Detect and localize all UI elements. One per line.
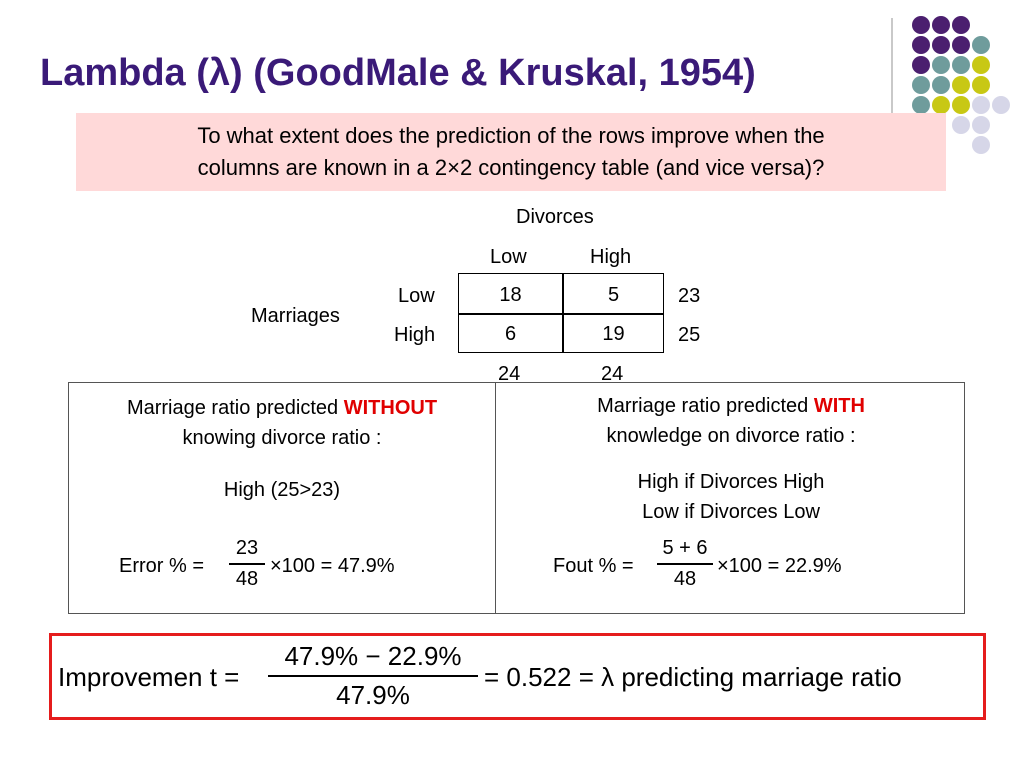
question-box: To what extent does the prediction of th… <box>76 113 946 191</box>
right-fraction: 5 + 6 48 <box>657 537 713 591</box>
right-panel-heading: Marriage ratio predicted WITH knowledge … <box>496 391 966 451</box>
comparison-panel: Marriage ratio predicted WITHOUT knowing… <box>68 382 965 614</box>
column-variable-label: Divorces <box>516 206 594 228</box>
decorative-divider <box>891 18 893 118</box>
dot-purple <box>952 36 970 54</box>
left-formula-label: Error % = <box>119 555 205 577</box>
column-total: 24 <box>601 363 624 385</box>
dot-lavender <box>972 96 990 114</box>
improvement-numerator: 47.9% − 22.9% <box>284 641 462 671</box>
right-prediction: High if Divorces High Low if Divorces Lo… <box>496 467 966 527</box>
dot-yellow <box>972 56 990 74</box>
table-cell: 5 <box>607 284 620 306</box>
improvement-box: Improvemen t = 47.9% − 22.9% 47.9% = 0.5… <box>49 633 986 720</box>
dot-teal <box>952 56 970 74</box>
dot-teal <box>932 76 950 94</box>
right-heading-emphasis: WITH <box>813 395 865 417</box>
panel-divider <box>495 383 496 613</box>
dot-lavender <box>992 96 1010 114</box>
left-heading-emphasis: WITHOUT <box>343 397 438 419</box>
right-heading-line-2: knowledge on divorce ratio : <box>606 425 856 447</box>
improvement-fraction: 47.9% − 22.9% 47.9% <box>268 641 478 711</box>
right-formula-label: Fout % = <box>553 555 634 577</box>
column-label-high: High <box>590 246 632 268</box>
column-total: 24 <box>498 363 521 385</box>
row-label-low: Low <box>398 285 435 307</box>
left-heading-line-2: knowing divorce ratio : <box>182 427 382 449</box>
right-formula-tail: ×100 = 22.9% <box>717 555 842 577</box>
table-cell: 19 <box>602 323 625 345</box>
table-divider <box>459 313 663 315</box>
left-prediction: High (25>23) <box>223 479 341 501</box>
left-fraction: 23 48 <box>229 537 265 591</box>
dot-purple <box>912 56 930 74</box>
dot-lavender <box>972 116 990 134</box>
row-variable-label: Marriages <box>251 305 340 327</box>
dot-teal <box>932 56 950 74</box>
row-label-high: High <box>394 324 436 346</box>
dot-teal <box>912 96 930 114</box>
left-heading-text: Marriage ratio predicted <box>126 397 344 419</box>
dot-purple <box>912 16 930 34</box>
right-denominator: 48 <box>673 567 697 590</box>
right-numerator: 5 + 6 <box>662 537 708 559</box>
right-prediction-line-2: Low if Divorces Low <box>642 501 820 523</box>
left-panel-heading: Marriage ratio predicted WITHOUT knowing… <box>69 393 495 453</box>
fraction-bar <box>657 563 713 565</box>
question-line-2: columns are known in a 2×2 contingency t… <box>197 155 825 180</box>
dot-purple <box>952 16 970 34</box>
improvement-denominator: 47.9% <box>336 679 410 710</box>
dot-teal <box>912 76 930 94</box>
dot-yellow <box>952 96 970 114</box>
left-numerator: 23 <box>235 537 259 559</box>
dot-yellow <box>932 96 950 114</box>
right-prediction-line-1: High if Divorces High <box>637 471 825 493</box>
dot-purple <box>932 16 950 34</box>
column-label-low: Low <box>490 246 527 268</box>
left-denominator: 48 <box>235 567 259 590</box>
right-heading-text: Marriage ratio predicted <box>597 395 814 417</box>
fraction-bar <box>229 563 265 565</box>
question-line-1: To what extent does the prediction of th… <box>197 123 825 148</box>
dot-teal <box>972 36 990 54</box>
dot-yellow <box>972 76 990 94</box>
dot-purple <box>912 36 930 54</box>
dot-lavender <box>972 136 990 154</box>
table-cell: 6 <box>504 323 517 345</box>
row-total: 25 <box>678 324 701 346</box>
fraction-bar <box>268 675 478 677</box>
row-total: 23 <box>678 285 701 307</box>
slide-title: Lambda (λ) (GoodMale & Kruskal, 1954) <box>40 52 756 94</box>
improvement-label: Improvemen t = <box>58 662 240 692</box>
contingency-table: 18 5 6 19 <box>458 273 664 353</box>
left-formula-tail: ×100 = 47.9% <box>270 555 395 577</box>
improvement-result: = 0.522 = λ predicting marriage ratio <box>484 662 902 692</box>
dot-lavender <box>952 116 970 134</box>
dot-purple <box>932 36 950 54</box>
table-cell: 18 <box>499 284 522 306</box>
dot-yellow <box>952 76 970 94</box>
